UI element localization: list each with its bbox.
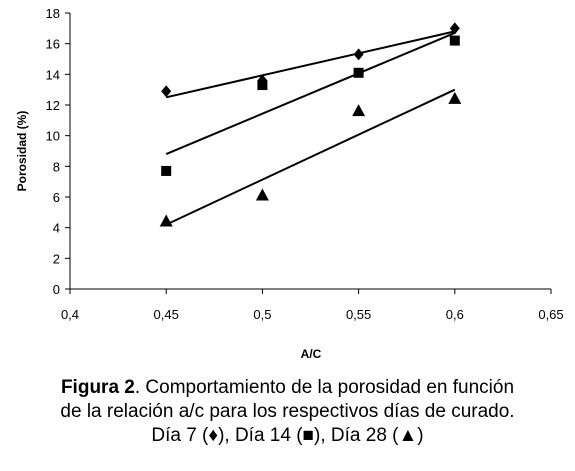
- y-tick-label: 10: [46, 129, 60, 144]
- caption-line-1: Figura 2. Comportamiento de la porosidad…: [0, 376, 575, 400]
- caption-line-3: Día 7 (♦), Día 14 (■), Día 28 (▲): [151, 425, 424, 446]
- y-tick-label: 14: [46, 67, 60, 82]
- y-tick-label: 4: [53, 221, 60, 236]
- y-tick-label: 2: [53, 251, 60, 266]
- triangle-point: [448, 91, 462, 104]
- x-tick-label: 0,6: [446, 307, 464, 322]
- x-tick-label: 0,45: [154, 307, 179, 322]
- square-trendline: [165, 32, 456, 155]
- caption-line-2: de la relación a/c para los respectivos …: [60, 401, 515, 422]
- triangle-point: [352, 104, 366, 117]
- y-tick-label: 18: [46, 6, 60, 21]
- caption-text-1: . Comportamiento de la porosidad en func…: [134, 377, 515, 398]
- y-tick-label: 0: [53, 282, 60, 297]
- y-tick-label: 16: [46, 37, 60, 52]
- diamond-point: [449, 22, 460, 35]
- square-point: [257, 80, 268, 91]
- diamond-point: [353, 48, 364, 61]
- y-tick-label: 8: [53, 159, 60, 174]
- x-tick-label: 0,5: [253, 307, 271, 322]
- y-tick-label: 12: [46, 98, 60, 113]
- caption-label: Figura 2: [60, 377, 135, 398]
- y-tick-label: 6: [53, 190, 60, 205]
- square-point: [161, 165, 172, 176]
- triangle-point: [159, 214, 173, 227]
- square-point: [449, 35, 460, 46]
- triangle-trendline: [165, 88, 456, 226]
- diamond-point: [161, 85, 172, 98]
- figure-caption: Figura 2. Comportamiento de la porosidad…: [0, 376, 575, 448]
- chart-axes: [69, 13, 551, 290]
- triangle-point: [255, 188, 269, 201]
- x-tick-label: 0,4: [61, 307, 79, 322]
- x-tick-label: 0,65: [538, 307, 563, 322]
- diamond-trendline: [165, 30, 456, 99]
- y-axis-title: Porosidad (%): [15, 111, 29, 192]
- x-tick-label: 0,55: [346, 307, 371, 322]
- x-axis-title: A/C: [301, 347, 322, 361]
- square-point: [353, 67, 364, 78]
